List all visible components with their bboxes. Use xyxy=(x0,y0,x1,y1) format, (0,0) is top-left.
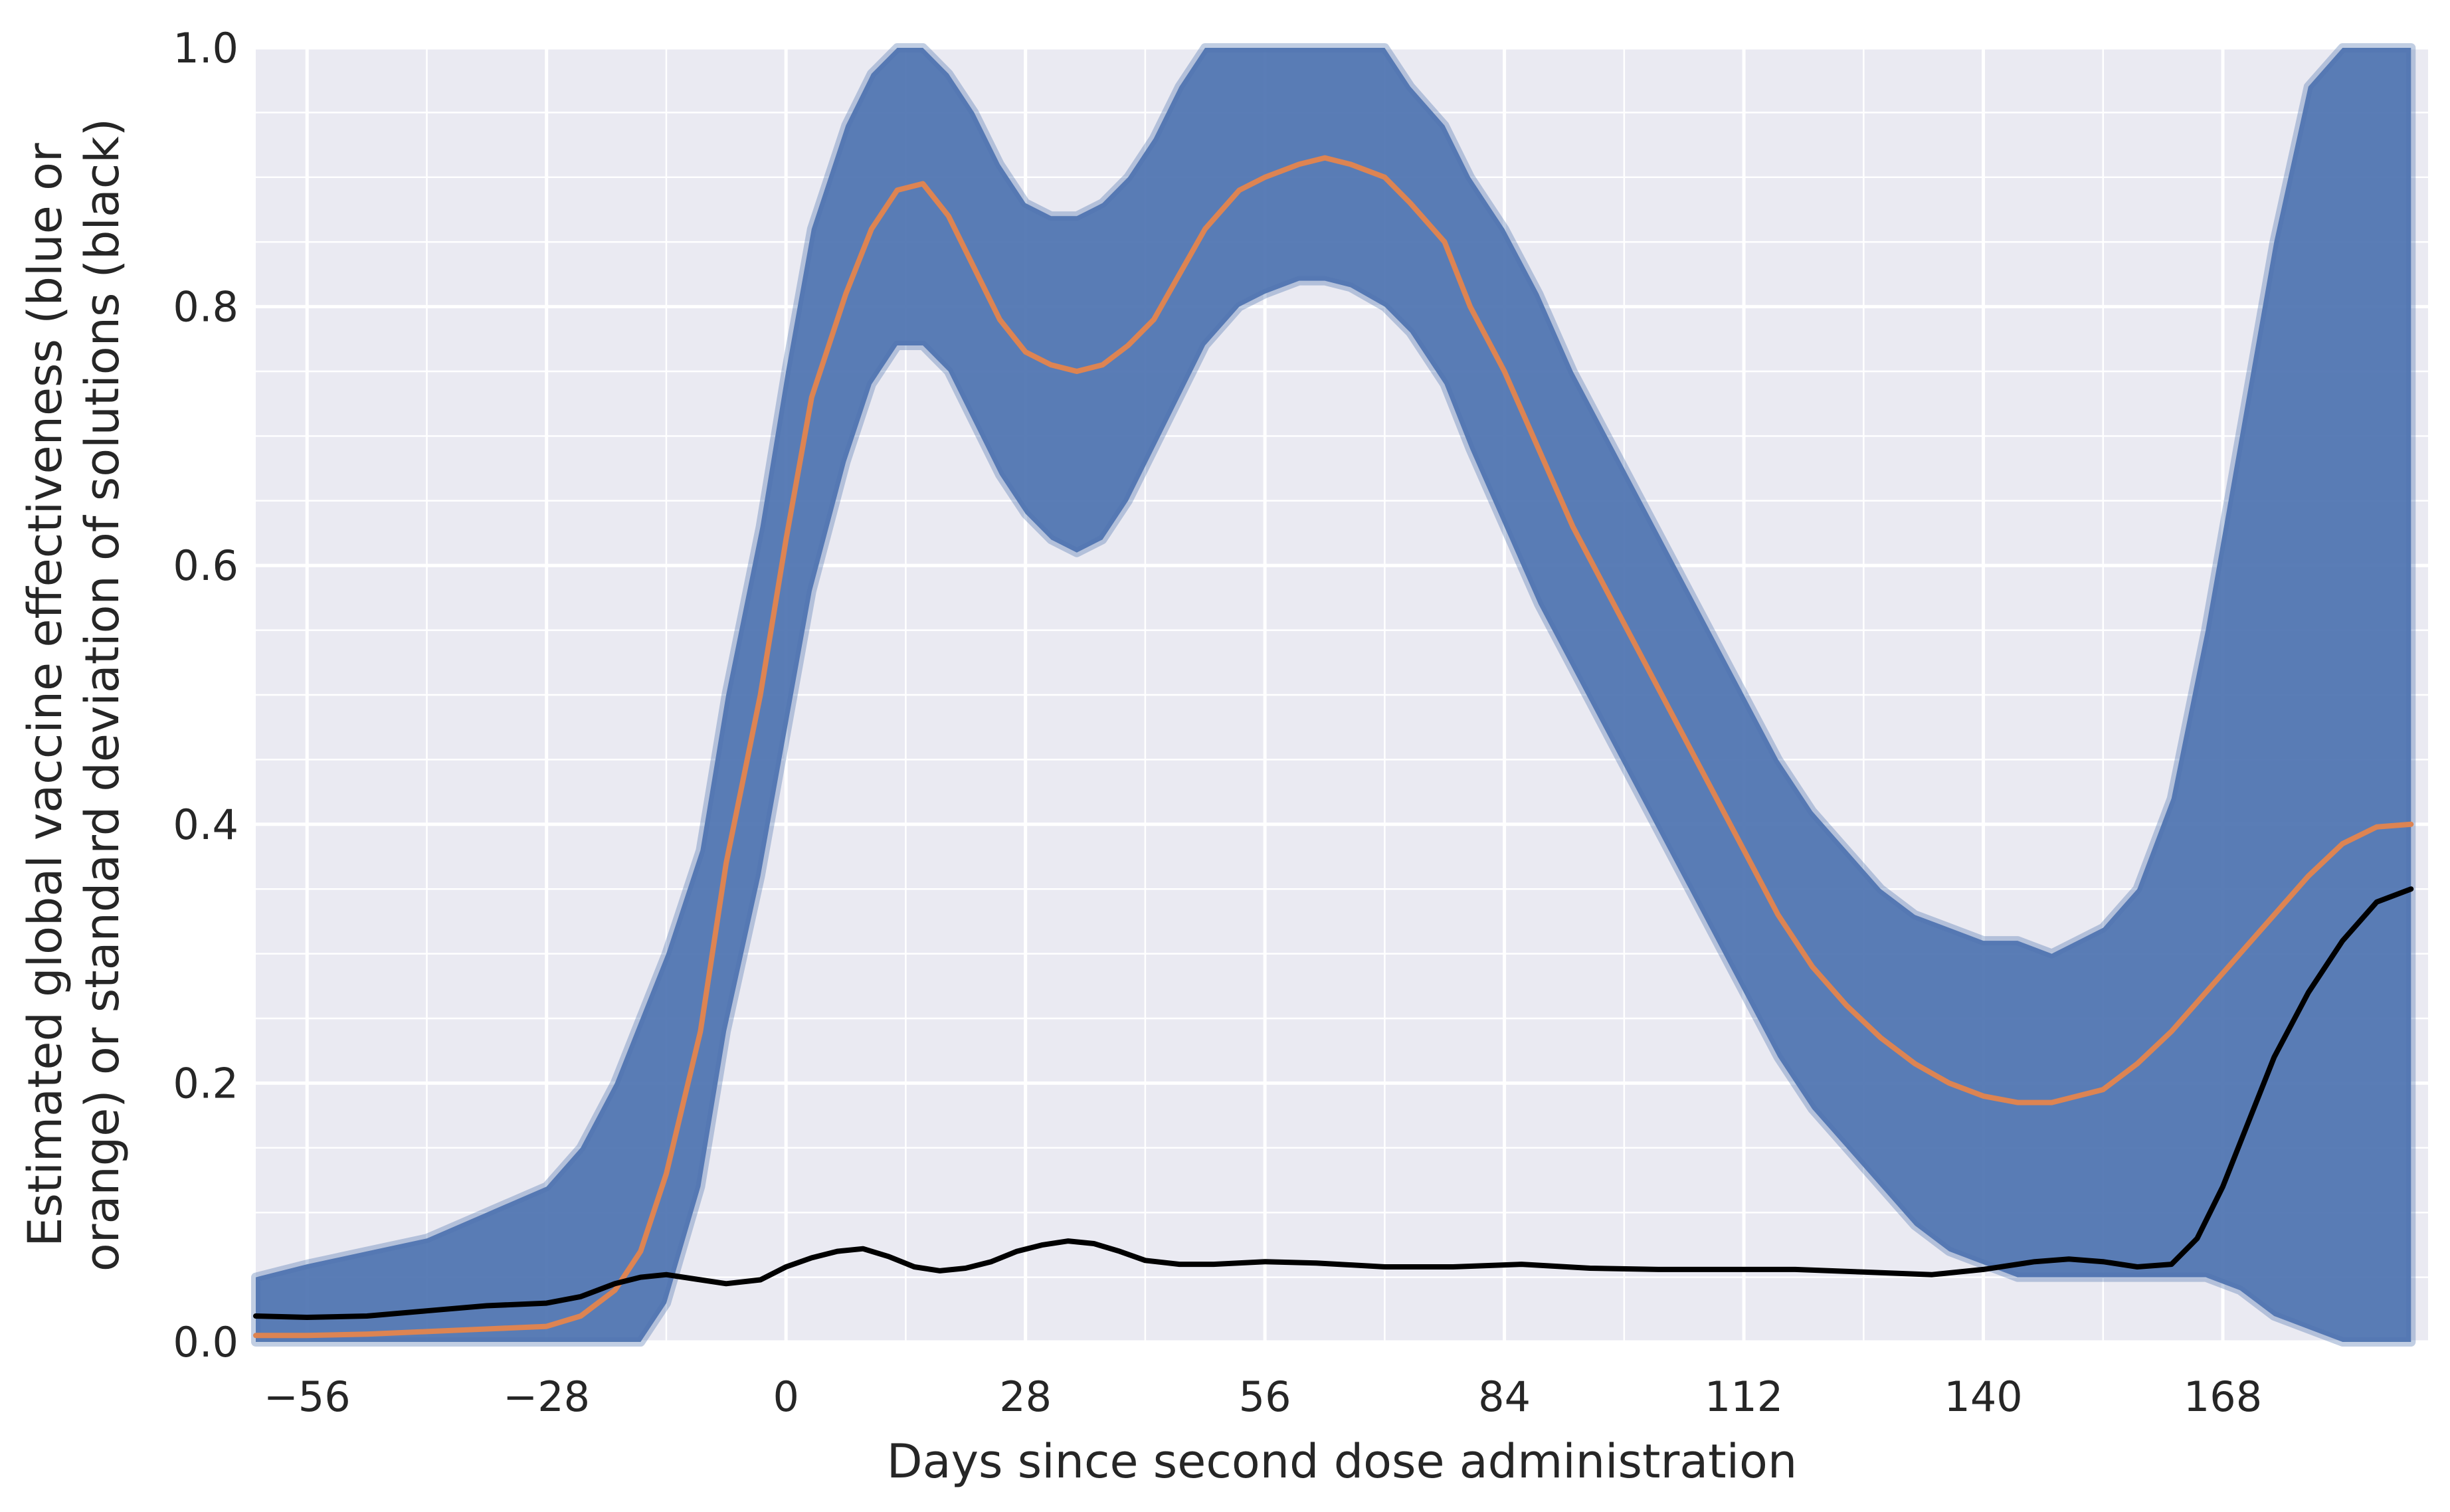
x-tick-label: −28 xyxy=(503,1372,590,1421)
series-lines xyxy=(253,155,2414,1339)
x-tick-label: 28 xyxy=(999,1372,1052,1421)
y-axis-ticks: 0.0 0.2 0.4 0.6 0.8 1.0 xyxy=(173,24,238,1367)
x-tick-label: 168 xyxy=(2184,1372,2262,1421)
solution-band xyxy=(251,43,2416,1347)
x-tick-label: 84 xyxy=(1478,1372,1531,1421)
y-tick-label: 1.0 xyxy=(173,24,238,72)
y-tick-label: 0.0 xyxy=(173,1318,238,1367)
solution-band-area xyxy=(251,43,2416,1347)
y-axis-label-line-2: orange) or standard deviation of solutio… xyxy=(75,118,130,1272)
y-tick-label: 0.4 xyxy=(173,801,238,849)
x-tick-label: 140 xyxy=(1944,1372,2022,1421)
std-deviation-line xyxy=(253,886,2414,1320)
x-axis-ticks: −56 −28 0 28 56 84 112 140 168 xyxy=(264,1372,2262,1421)
x-tick-label: 112 xyxy=(1705,1372,1783,1421)
x-tick-label: 56 xyxy=(1239,1372,1291,1421)
x-tick-label: 0 xyxy=(773,1372,799,1421)
x-axis-label: Days since second dose administration xyxy=(887,1434,1797,1489)
y-tick-label: 0.6 xyxy=(173,541,238,590)
y-tick-label: 0.8 xyxy=(173,283,238,331)
y-tick-label: 0.2 xyxy=(173,1059,238,1107)
mean-effectiveness-line xyxy=(253,155,2414,1339)
x-tick-label: −56 xyxy=(264,1372,351,1421)
y-axis-label-line-1: Estimated global vaccine effectiveness (… xyxy=(18,143,72,1247)
